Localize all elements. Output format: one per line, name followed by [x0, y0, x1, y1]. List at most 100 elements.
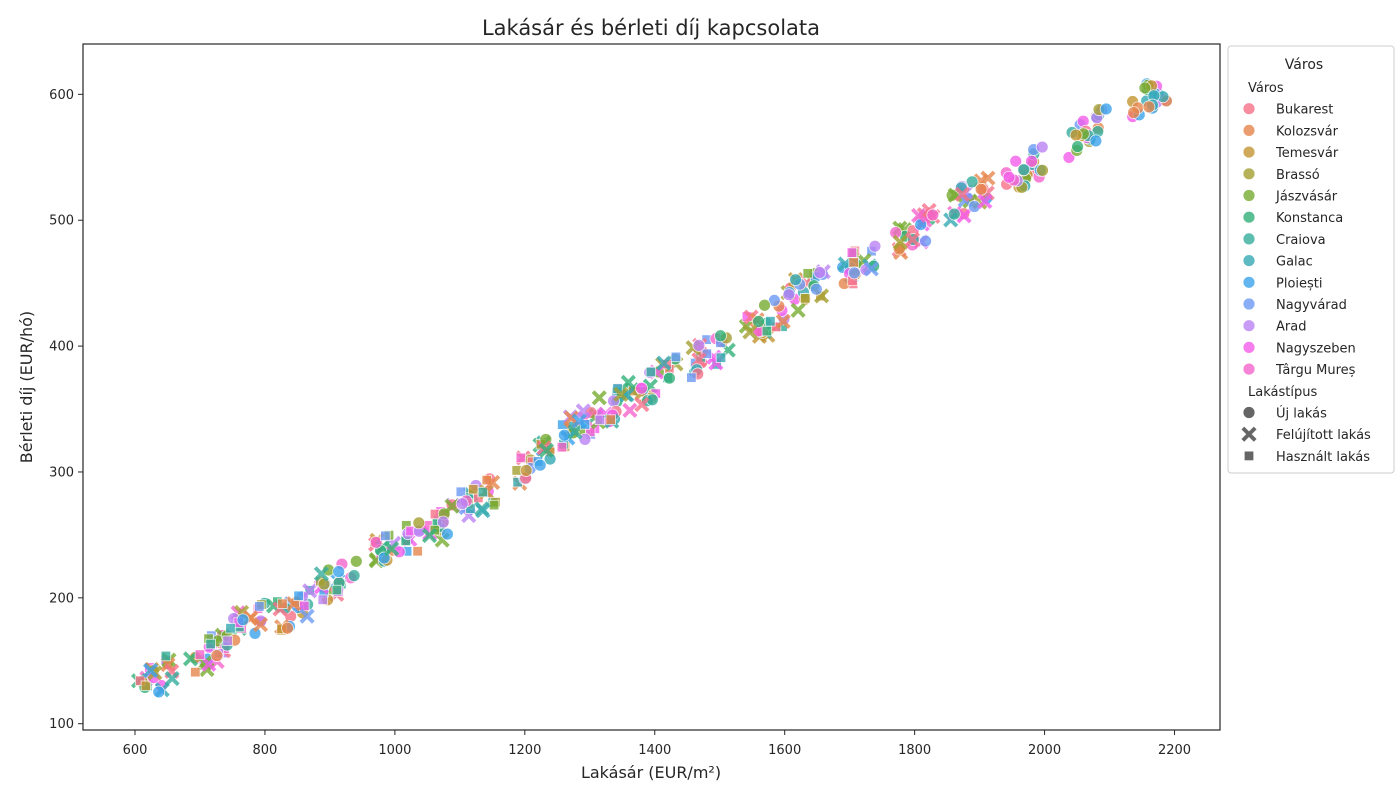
data-point	[142, 662, 159, 679]
data-point	[302, 583, 318, 599]
legend: Város Város Bukarest Kolozsvár Temesvár Bras…	[1227, 45, 1395, 474]
legend-item-label: Arad	[1276, 320, 1306, 335]
data-point	[140, 680, 152, 691]
data-point	[317, 577, 331, 591]
data-point	[813, 266, 827, 279]
data-point	[222, 635, 233, 647]
data-point	[790, 302, 806, 318]
y-axis: 100 200 300 400 500 600	[49, 88, 83, 732]
data-point	[1002, 170, 1016, 184]
legend-marker	[1242, 340, 1256, 354]
legend-marker	[1242, 254, 1256, 268]
data-point	[863, 261, 879, 277]
x-tick-label: 800	[253, 743, 278, 758]
data-point	[656, 355, 672, 371]
data-point	[190, 666, 201, 678]
data-point	[281, 621, 294, 635]
data-point	[1009, 154, 1023, 168]
data-point	[956, 208, 972, 224]
data-point	[515, 452, 527, 464]
data-point	[468, 484, 479, 495]
x-tick-label: 1600	[768, 743, 801, 758]
y-tick-label: 300	[49, 465, 74, 480]
legend-item-label: Ploiești	[1276, 276, 1323, 291]
data-point	[919, 234, 932, 248]
data-point	[802, 268, 813, 279]
data-point	[313, 566, 329, 582]
data-point	[412, 516, 426, 530]
legend-marker	[1242, 145, 1256, 159]
data-point	[622, 402, 638, 418]
data-point	[591, 390, 607, 406]
data-point	[299, 608, 315, 624]
data-point	[1089, 134, 1103, 148]
data-point	[635, 381, 648, 395]
data-point	[254, 601, 265, 612]
data-point	[571, 413, 587, 429]
data-point	[715, 352, 727, 363]
data-point	[567, 424, 583, 440]
data-point	[789, 273, 802, 287]
legend-item-label: Târgu Mureș	[1275, 363, 1356, 378]
data-point	[692, 339, 706, 352]
data-point	[299, 600, 310, 612]
data-point	[485, 474, 501, 491]
data-point	[331, 584, 343, 596]
y-tick-label: 600	[49, 88, 74, 103]
data-point	[436, 515, 450, 529]
data-point	[947, 207, 961, 221]
data-point	[519, 464, 533, 477]
x-tick-label: 1200	[508, 743, 541, 758]
data-point	[663, 371, 676, 385]
data-point	[892, 234, 908, 250]
data-point	[557, 428, 571, 442]
data-point	[293, 590, 304, 601]
data-point	[152, 685, 166, 699]
data-point	[904, 232, 921, 248]
data-point	[160, 656, 176, 673]
data-point	[441, 527, 454, 541]
data-point	[455, 486, 467, 497]
data-point	[782, 288, 796, 302]
data-point	[714, 329, 727, 343]
x-tick-label: 1000	[378, 743, 411, 758]
data-point	[421, 528, 438, 544]
data-point	[868, 239, 882, 253]
plot-frame	[82, 43, 1221, 731]
y-tick-label: 100	[49, 717, 74, 732]
data-point	[977, 193, 993, 209]
data-point	[686, 372, 697, 383]
legend-marker	[1242, 297, 1256, 311]
data-points	[131, 77, 1173, 699]
data-point	[691, 352, 707, 368]
data-point	[1138, 81, 1152, 95]
data-point	[412, 546, 423, 557]
legend-item-label: Konstanca	[1276, 211, 1343, 226]
data-point	[1069, 128, 1083, 142]
data-point	[182, 651, 199, 667]
legend-style-heading: Lakástípus	[1248, 385, 1317, 400]
legend-marker	[1242, 123, 1256, 137]
legend-item-label: Használt lakás	[1276, 450, 1370, 465]
data-point	[1017, 163, 1031, 177]
data-point	[1127, 106, 1141, 120]
x-tick-label: 1400	[638, 743, 671, 758]
data-point	[380, 530, 391, 542]
legend-marker	[1242, 167, 1256, 181]
data-point	[980, 170, 996, 186]
legend-item-label: Craiova	[1276, 233, 1326, 248]
data-point	[765, 316, 776, 327]
legend-frame	[1227, 45, 1395, 474]
legend-marker	[1242, 319, 1256, 333]
data-point	[277, 598, 288, 609]
data-point	[556, 442, 568, 453]
data-point	[954, 186, 970, 202]
chart-title: Lakásár és bérleti díj kapcsolata	[482, 16, 820, 40]
data-point	[477, 486, 489, 498]
y-tick-label: 400	[49, 340, 74, 355]
legend-items: Város Bukarest Kolozsvár Temesvár Brassó Jász…	[1241, 81, 1371, 465]
data-point	[1071, 140, 1084, 153]
data-point	[533, 458, 547, 472]
legend-title: Város	[1285, 57, 1323, 73]
